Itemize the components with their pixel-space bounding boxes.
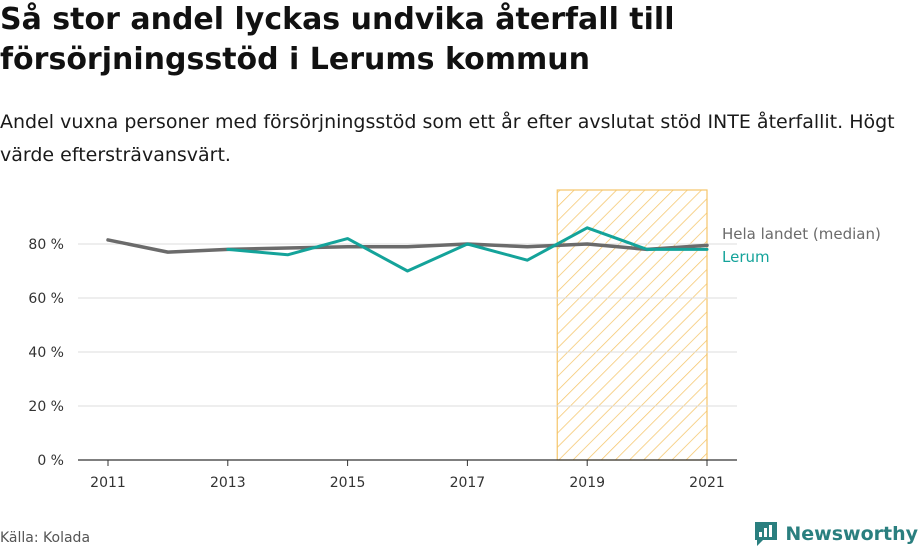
y-tick-label: 0 % — [37, 453, 64, 469]
y-tick-label: 20 % — [28, 399, 64, 415]
legend-label-lerum: Lerum — [722, 248, 770, 266]
x-tick-label: 2021 — [689, 475, 725, 491]
brand-name: Newsworthy — [785, 523, 918, 545]
y-tick-label: 80 % — [28, 237, 64, 253]
x-tick-label: 2015 — [330, 475, 366, 491]
y-tick-label: 60 % — [28, 291, 64, 307]
x-tick-label: 2019 — [569, 475, 605, 491]
highlight-band — [556, 189, 708, 461]
brand-logo[interactable]: Newsworthy — [753, 520, 918, 548]
x-tick-label: 2017 — [450, 475, 486, 491]
x-tick-label: 2013 — [210, 475, 246, 491]
chart-title: Så stor andel lyckas undvika återfall ti… — [0, 2, 675, 77]
series-line-lerum — [226, 226, 709, 273]
newsworthy-logo-icon — [755, 522, 778, 546]
legend-label-national: Hela landet (median) — [722, 225, 881, 243]
series-line-national — [106, 238, 709, 254]
source-note: Källa: Kolada — [0, 530, 91, 546]
y-tick-label: 40 % — [28, 345, 64, 361]
chart-subtitle: Andel vuxna personer med försörjningsstö… — [0, 111, 895, 166]
x-tick-label: 2011 — [90, 475, 126, 491]
